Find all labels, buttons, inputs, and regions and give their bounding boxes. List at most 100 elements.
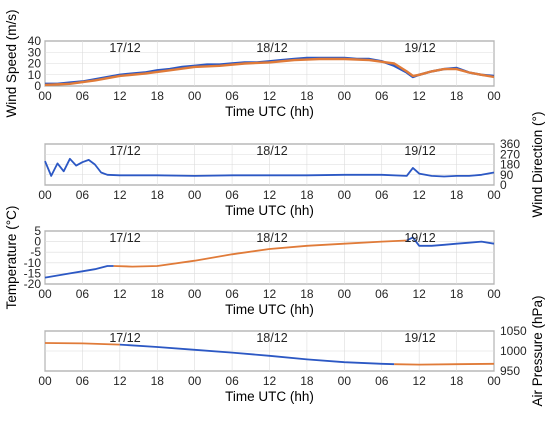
panel-2: 00 06 12 18 00 06 12 18 00 06 12 18 0009018027036017… <box>38 112 545 218</box>
x-tick-label: 12 <box>113 188 127 202</box>
day-label: 19/12 <box>404 41 435 55</box>
x-tick-label: 18 <box>151 287 165 301</box>
x-tick-label: 00 <box>338 89 352 103</box>
y-tick-label: 90 <box>500 168 514 182</box>
x-tick-label: 18 <box>450 188 464 202</box>
series-line-1 <box>44 157 495 178</box>
x-tick-label: 00 <box>38 89 52 103</box>
x-tick-label: 12 <box>263 89 277 103</box>
y-tick-label: 0 <box>34 235 41 249</box>
y-axis-label: Wind Direction (°) <box>530 112 545 218</box>
day-label: 18/12 <box>256 231 287 245</box>
y-tick-label: 20 <box>28 57 42 71</box>
day-label: 18/12 <box>256 331 287 345</box>
day-label: 19/12 <box>404 231 435 245</box>
x-tick-label: 12 <box>113 287 127 301</box>
series-line-2 <box>113 239 407 268</box>
x-tick-label: 06 <box>225 89 239 103</box>
series-line-3 <box>406 236 495 247</box>
x-tick-label: 12 <box>412 188 426 202</box>
y-tick-label: 270 <box>500 147 520 161</box>
panel-4: 00 06 12 18 00 06 12 18 00 06 12 18 009501000105017/… <box>38 295 545 406</box>
x-tick-label: 12 <box>412 287 426 301</box>
panel-3: 00 06 12 18 00 06 12 18 00 06 12 18 00-20-15-10-505 1… <box>4 206 501 317</box>
y-tick-label: 360 <box>500 137 520 151</box>
y-tick-label: -15 <box>24 266 42 280</box>
x-tick-label: 06 <box>76 287 90 301</box>
y-tick-label: 30 <box>28 45 42 59</box>
x-tick-label: 18 <box>151 89 165 103</box>
x-tick-label: 06 <box>76 188 90 202</box>
day-label: 17/12 <box>109 331 140 345</box>
y-tick-label: 1000 <box>500 344 527 358</box>
day-label: 17/12 <box>109 144 140 158</box>
y-tick-label: 0 <box>500 178 507 192</box>
x-tick-label: 12 <box>113 89 127 103</box>
y-tick-label: 40 <box>28 34 42 48</box>
x-tick-label: 00 <box>188 287 202 301</box>
x-tick-label: 00 <box>188 374 202 388</box>
x-tick-label: 18 <box>450 287 464 301</box>
y-axis-label: Wind Speed (m/s) <box>4 9 19 117</box>
x-tick-label: 00 <box>38 287 52 301</box>
x-tick-label: 00 <box>188 89 202 103</box>
series-line-1 <box>44 265 114 279</box>
x-axis-label: Time UTC (hh) <box>225 203 314 218</box>
x-tick-label: 00 <box>487 89 501 103</box>
x-tick-label: 18 <box>300 89 314 103</box>
y-tick-label: 10 <box>28 68 42 82</box>
x-tick-label: 06 <box>375 374 389 388</box>
x-axis-label: Time UTC (hh) <box>225 302 314 317</box>
x-tick-label: 18 <box>300 188 314 202</box>
x-tick-label: 12 <box>412 89 426 103</box>
x-tick-label: 00 <box>338 374 352 388</box>
x-tick-label: 12 <box>263 188 277 202</box>
x-tick-label: 12 <box>263 374 277 388</box>
y-tick-label: 950 <box>500 364 520 378</box>
x-tick-label: 06 <box>375 188 389 202</box>
x-tick-label: 06 <box>375 287 389 301</box>
x-tick-label: 12 <box>263 287 277 301</box>
x-tick-label: 00 <box>487 287 501 301</box>
x-tick-label: 06 <box>76 89 90 103</box>
y-tick-label: -10 <box>24 256 42 270</box>
y-tick-label: -5 <box>30 245 41 259</box>
x-tick-label: 06 <box>225 188 239 202</box>
y-tick-label: 0 <box>34 79 41 93</box>
x-tick-label: 00 <box>38 188 52 202</box>
series-line-2 <box>44 57 495 87</box>
y-tick-label: 5 <box>34 224 41 238</box>
x-tick-label: 18 <box>450 89 464 103</box>
x-tick-label: 12 <box>113 374 127 388</box>
series-line-1 <box>44 342 120 346</box>
x-tick-label: 00 <box>338 287 352 301</box>
x-tick-label: 12 <box>412 374 426 388</box>
y-axis-label: Temperature (°C) <box>4 206 19 310</box>
x-tick-label: 06 <box>375 89 389 103</box>
x-tick-label: 00 <box>38 374 52 388</box>
y-tick-label: -20 <box>24 277 42 291</box>
day-label: 19/12 <box>404 331 435 345</box>
x-axis-label: Time UTC (hh) <box>225 104 314 119</box>
day-label: 17/12 <box>109 231 140 245</box>
x-axis-label: Time UTC (hh) <box>225 389 314 404</box>
x-tick-label: 18 <box>151 188 165 202</box>
x-tick-label: 00 <box>338 188 352 202</box>
day-label: 18/12 <box>256 144 287 158</box>
day-label: 17/12 <box>109 41 140 55</box>
x-tick-label: 00 <box>487 374 501 388</box>
series-line-3 <box>394 362 495 366</box>
x-tick-label: 00 <box>487 188 501 202</box>
x-tick-label: 06 <box>76 374 90 388</box>
y-axis-label: Air Pressure (hPa) <box>530 295 545 406</box>
x-tick-label: 18 <box>300 287 314 301</box>
x-tick-label: 06 <box>225 287 239 301</box>
x-tick-label: 06 <box>225 374 239 388</box>
day-label: 19/12 <box>404 144 435 158</box>
y-tick-label: 1050 <box>500 324 527 338</box>
day-label: 18/12 <box>256 41 287 55</box>
x-tick-label: 18 <box>151 374 165 388</box>
